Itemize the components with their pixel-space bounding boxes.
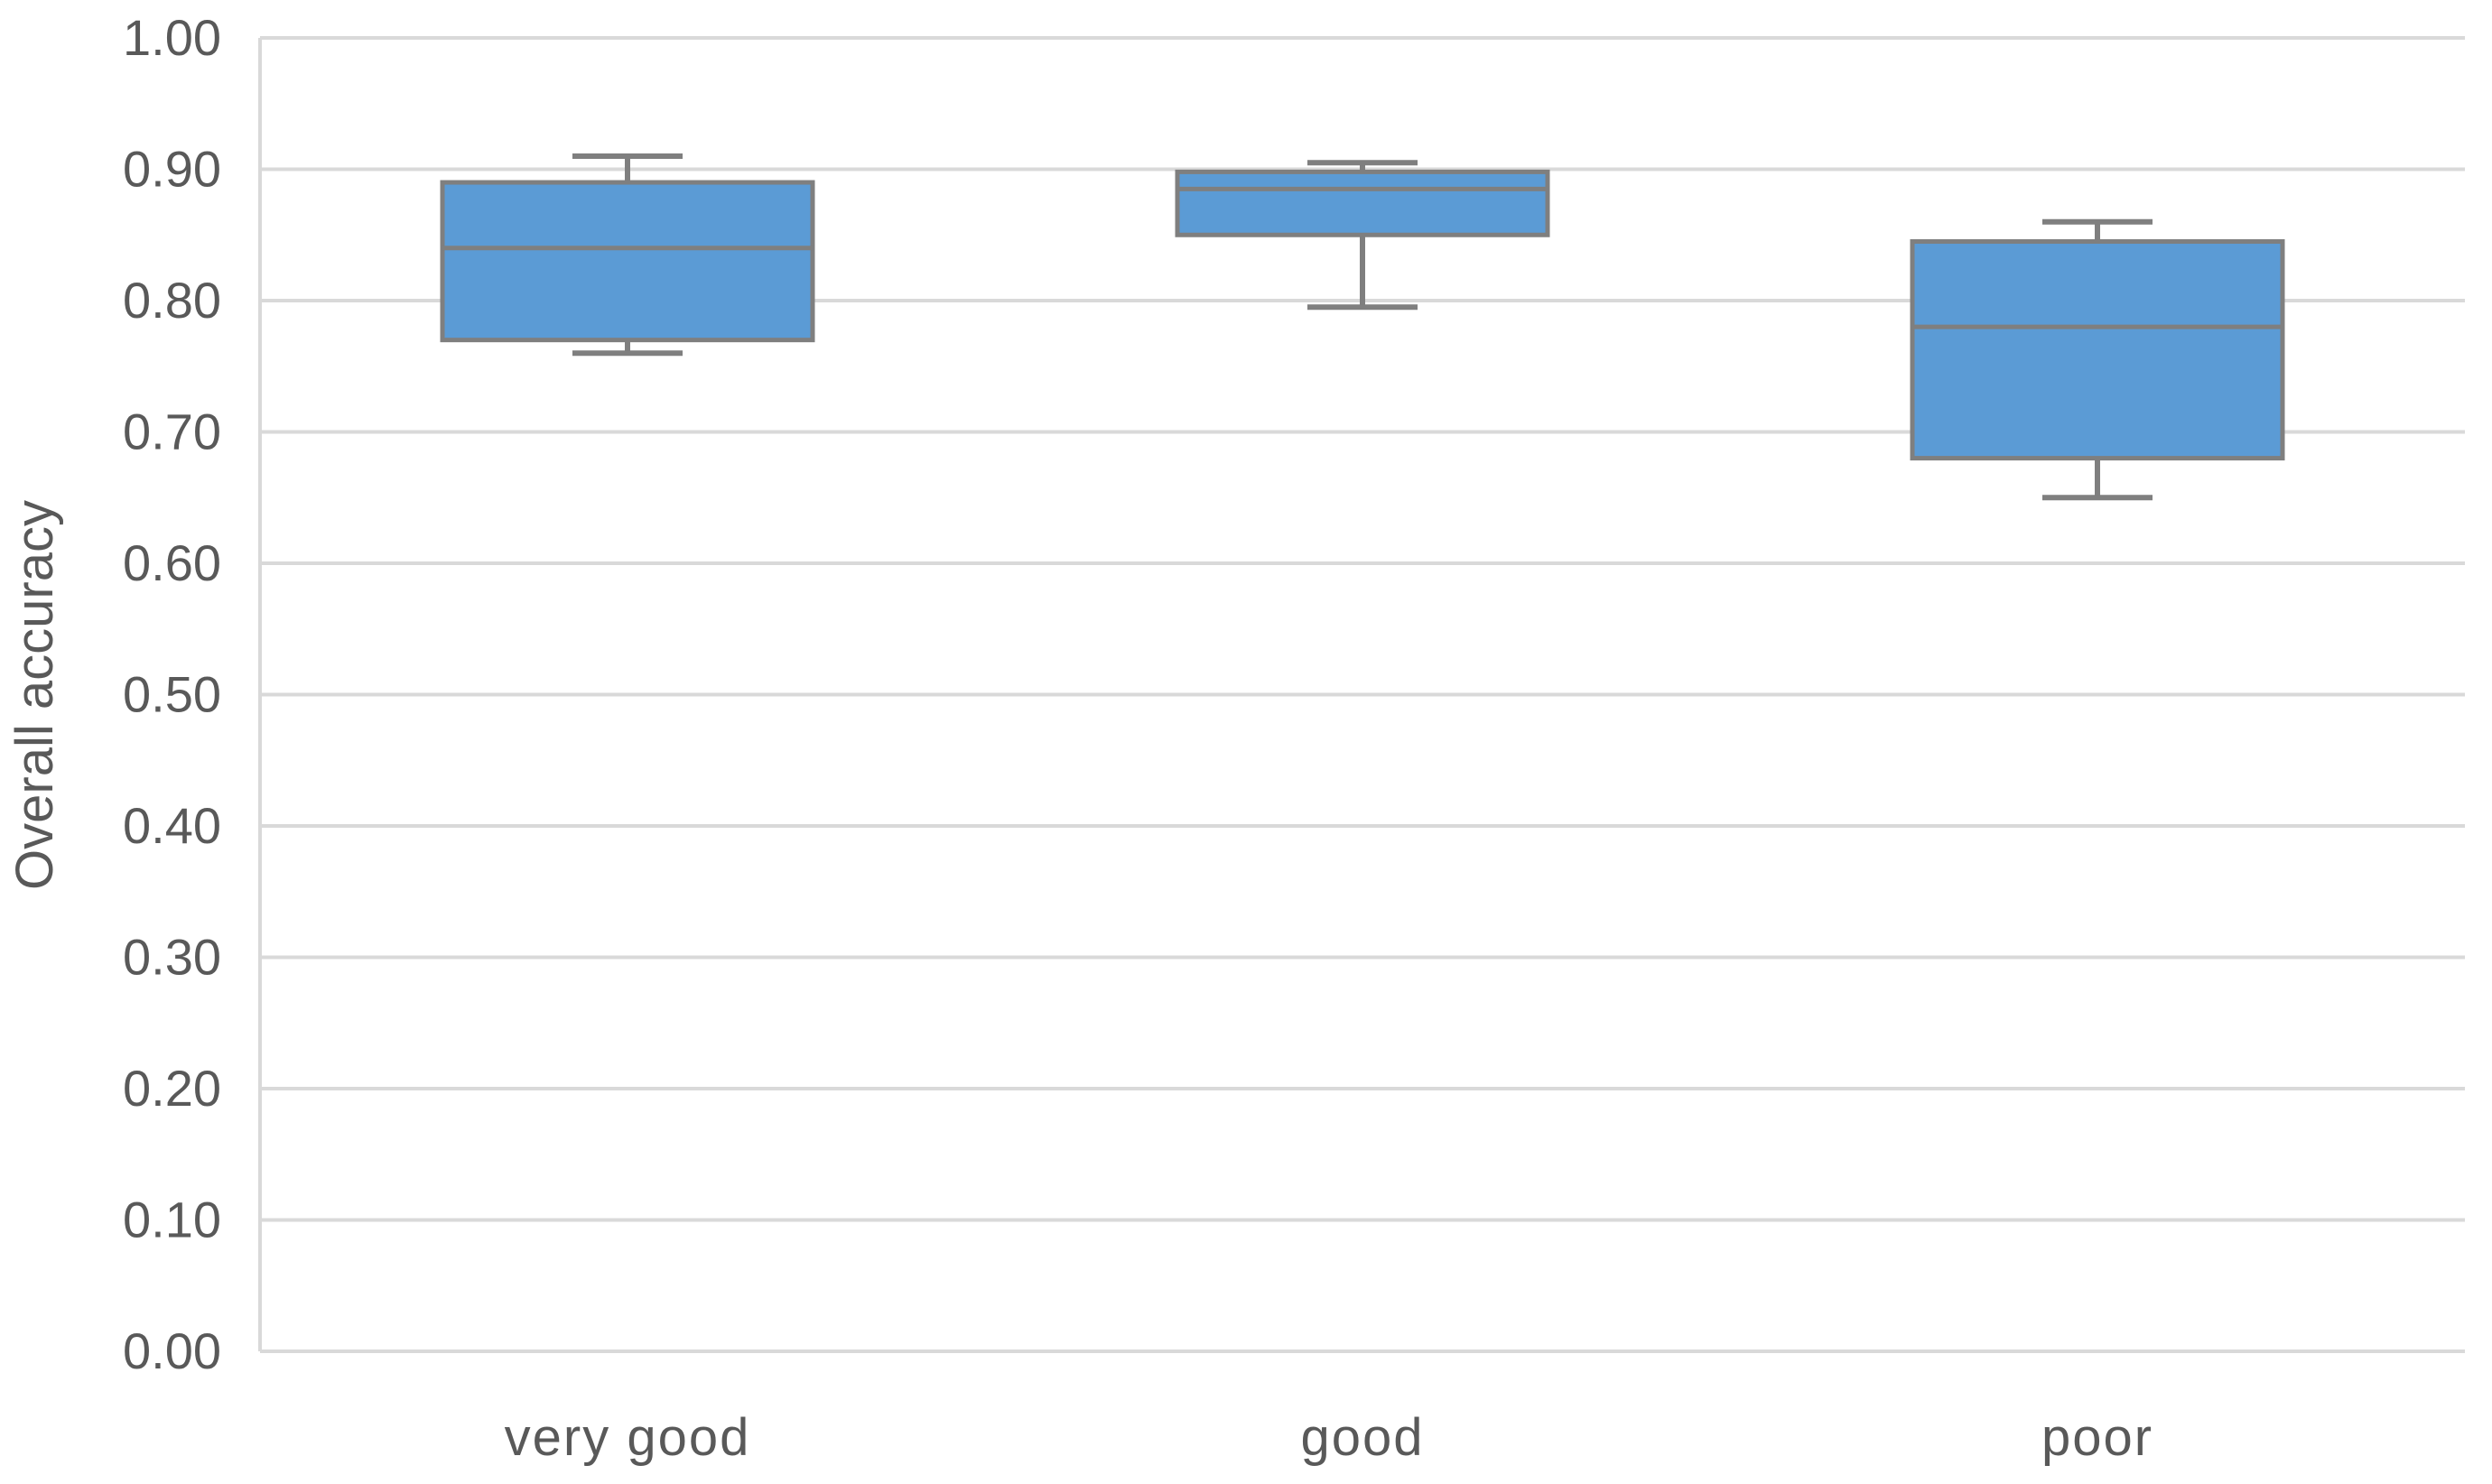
iqr-box [1910,239,2285,461]
iqr-box [1175,169,1550,237]
box-good [1175,160,1550,311]
box-series-group [440,153,2285,501]
y-tick-label: 0.20 [123,1060,221,1117]
y-axis-title: Overall accuracy [5,500,64,890]
y-tick-label: 0.00 [123,1322,221,1379]
iqr-box [440,180,815,343]
x-category-label: poor [2041,1408,2153,1467]
x-category-labels-group: very good good poor [505,1408,2153,1467]
x-category-label: good [1300,1408,1424,1467]
y-tick-label: 0.80 [123,272,221,329]
y-tick-label: 0.90 [123,141,221,198]
y-tick-label: 1.00 [123,9,221,66]
y-tick-labels-group: 0.00 0.10 0.20 0.30 0.40 0.50 0.60 0.70 0.80 0.90… [123,9,221,1379]
x-category-label: very good [505,1408,751,1467]
y-tick-label: 0.60 [123,534,221,591]
y-tick-label: 0.40 [123,797,221,854]
y-tick-label: 0.70 [123,403,221,460]
box-poor [1910,218,2285,501]
y-tick-label: 0.30 [123,929,221,986]
box-very-good [440,153,815,357]
y-tick-label: 0.50 [123,666,221,723]
y-tick-label: 0.10 [123,1192,221,1248]
